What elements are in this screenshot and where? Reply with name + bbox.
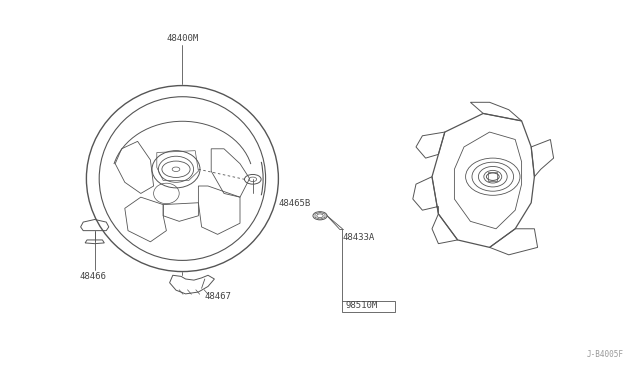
Text: 48465B: 48465B (278, 199, 310, 208)
Text: J-B4005F: J-B4005F (587, 350, 624, 359)
Text: 48466: 48466 (79, 272, 106, 280)
Text: 48433A: 48433A (342, 232, 374, 241)
Text: 48467: 48467 (205, 292, 232, 301)
Text: 48400M: 48400M (166, 34, 198, 43)
Text: 98510M: 98510M (346, 301, 378, 310)
